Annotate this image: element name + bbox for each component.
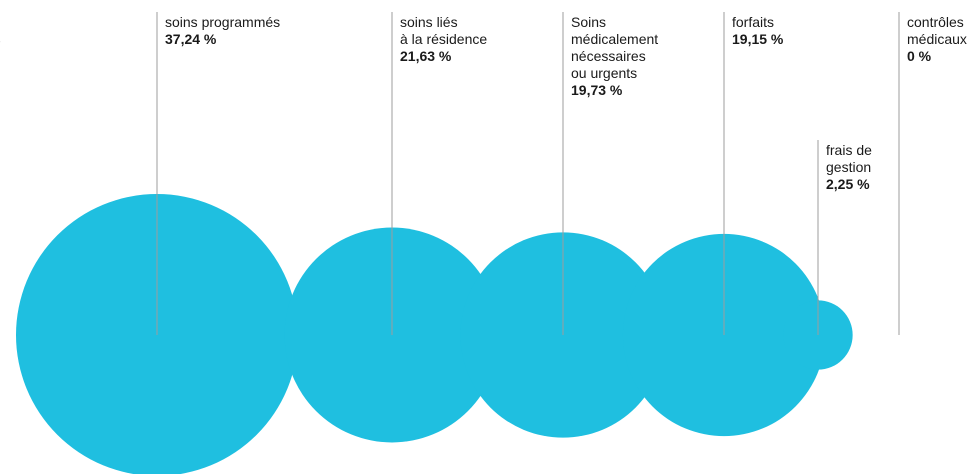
category-label: contrôles: [907, 14, 964, 30]
category-label: ons: [0, 31, 1, 48]
category-label: à la résidence: [400, 31, 488, 47]
bubble-label-6: contrôles médicaux 0 %: [907, 14, 967, 65]
bubble-label-3: Soins médicalement nécessaires ou urgents 19…: [571, 14, 658, 99]
category-label: médicalement: [571, 31, 659, 47]
category-label: forfaits: [732, 14, 775, 30]
bubble-label-4: forfaits 19,15 %: [732, 14, 783, 48]
value-label: 19,73 %: [571, 82, 623, 98]
value-label: 19,15 %: [732, 31, 784, 47]
value-label: 2,25 %: [826, 176, 870, 192]
category-label: soins liés: [400, 14, 458, 30]
bubble-label-0: sons: [0, 14, 1, 48]
category-label: soins programmés: [165, 14, 281, 30]
category-label: médicaux: [907, 31, 967, 47]
category-label: s: [0, 14, 1, 31]
bubble-label-5: frais de gestion 2,25 %: [826, 142, 872, 193]
value-label: 21,63 %: [400, 48, 452, 64]
category-label: gestion: [826, 159, 872, 175]
category-label: frais de: [826, 142, 872, 158]
value-label: 0 %: [907, 48, 932, 64]
category-label: ou urgents: [571, 65, 638, 81]
category-label: Soins: [571, 14, 607, 30]
value-label: 37,24 %: [165, 31, 217, 47]
category-label: nécessaires: [571, 48, 646, 64]
bubble-label-2: soins liés à la résidence 21,63 %: [400, 14, 487, 65]
bubble-label-1: soins programmés 37,24 %: [165, 14, 280, 48]
